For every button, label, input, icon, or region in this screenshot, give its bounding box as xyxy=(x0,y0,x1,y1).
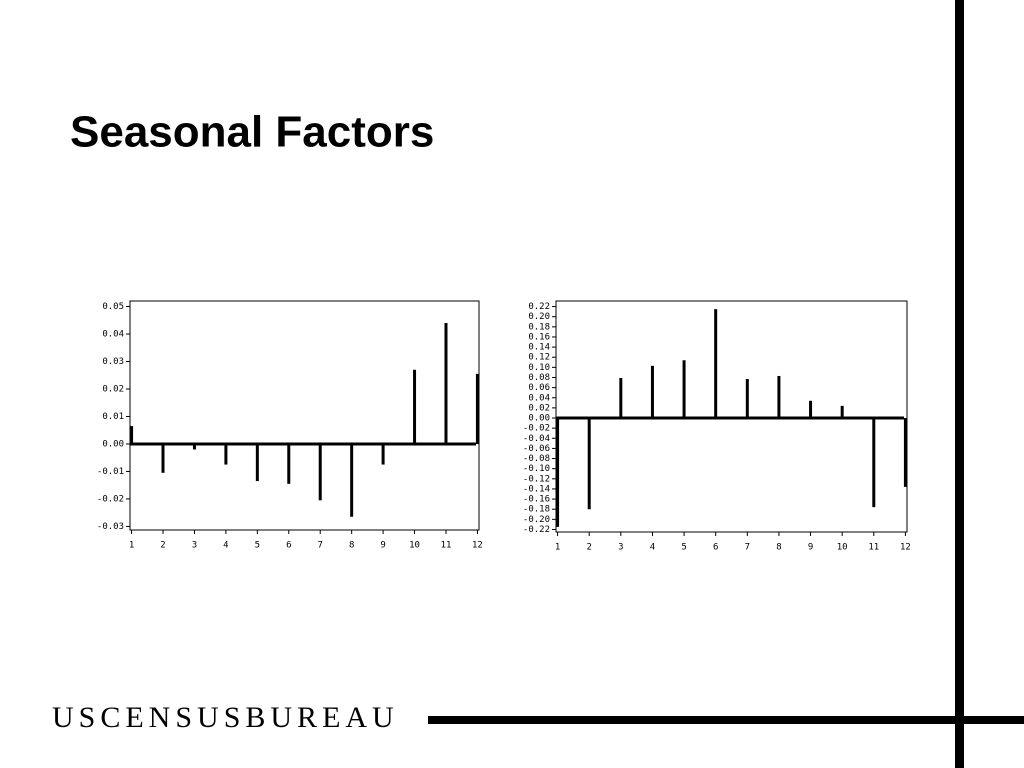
y-tick-label: 0.03 xyxy=(102,357,124,367)
x-tick-label: 9 xyxy=(380,541,385,551)
y-tick-label: -0.04 xyxy=(523,434,550,444)
x-tick-label: 5 xyxy=(681,543,686,553)
y-tick-label: -0.22 xyxy=(523,525,550,535)
x-tick-label: 11 xyxy=(868,543,879,553)
y-tick-label: -0.03 xyxy=(97,522,124,532)
y-tick-label: -0.06 xyxy=(523,444,550,454)
y-tick-label: -0.01 xyxy=(97,467,124,477)
x-tick-label: 8 xyxy=(349,541,354,551)
x-tick-label: 6 xyxy=(713,543,718,553)
y-tick-label: 0.12 xyxy=(528,353,550,363)
y-tick-label: 0.04 xyxy=(528,393,550,403)
y-tick-label: 0.14 xyxy=(528,343,550,353)
y-tick-label: -0.02 xyxy=(523,424,550,434)
footer-logo: USCENSUSBUREAU xyxy=(52,701,399,734)
x-tick-label: 12 xyxy=(900,543,911,553)
y-tick-label: -0.08 xyxy=(523,454,550,464)
slide-title: Seasonal Factors xyxy=(70,108,434,157)
y-tick-label: -0.10 xyxy=(523,464,550,474)
y-tick-label: 0.22 xyxy=(528,302,550,312)
y-tick-label: 0.00 xyxy=(102,439,124,449)
vertical-rule xyxy=(955,0,964,768)
y-tick-label: 0.06 xyxy=(528,383,550,393)
x-tick-label: 4 xyxy=(223,541,228,551)
y-tick-label: 0.05 xyxy=(102,302,124,312)
y-tick-label: -0.12 xyxy=(523,474,550,484)
horizontal-rule xyxy=(428,716,1024,724)
y-tick-label: -0.16 xyxy=(523,495,550,505)
y-tick-label: 0.18 xyxy=(528,322,550,332)
y-tick-label: 0.16 xyxy=(528,332,550,342)
x-tick-label: 10 xyxy=(409,541,420,551)
x-tick-label: 1 xyxy=(555,543,560,553)
y-tick-label: 0.02 xyxy=(102,384,124,394)
y-tick-label: 0.01 xyxy=(102,412,124,422)
y-tick-label: -0.18 xyxy=(523,505,550,515)
x-tick-label: 8 xyxy=(776,543,781,553)
y-tick-label: 0.04 xyxy=(102,329,124,339)
x-tick-label: 10 xyxy=(837,543,848,553)
x-tick-label: 12 xyxy=(472,541,483,551)
y-tick-label: -0.20 xyxy=(523,515,550,525)
y-tick-label: -0.02 xyxy=(97,494,124,504)
x-tick-label: 9 xyxy=(808,543,813,553)
y-tick-label: 0.02 xyxy=(528,403,550,413)
x-tick-label: 3 xyxy=(618,543,623,553)
x-tick-label: 2 xyxy=(160,541,165,551)
x-tick-label: 7 xyxy=(745,543,750,553)
y-tick-label: -0.14 xyxy=(523,484,550,494)
plot-frame xyxy=(555,300,908,533)
y-tick-label: 0.10 xyxy=(528,363,550,373)
x-tick-label: 7 xyxy=(318,541,323,551)
x-tick-label: 4 xyxy=(650,543,655,553)
x-tick-label: 3 xyxy=(192,541,197,551)
x-tick-label: 11 xyxy=(441,541,452,551)
y-tick-label: 0.20 xyxy=(528,312,550,322)
y-tick-label: 0.00 xyxy=(528,414,550,424)
x-tick-label: 2 xyxy=(586,543,591,553)
y-tick-label: 0.08 xyxy=(528,373,550,383)
x-tick-label: 6 xyxy=(286,541,291,551)
x-tick-label: 5 xyxy=(255,541,260,551)
plot-frame xyxy=(129,300,480,531)
x-tick-label: 1 xyxy=(129,541,134,551)
